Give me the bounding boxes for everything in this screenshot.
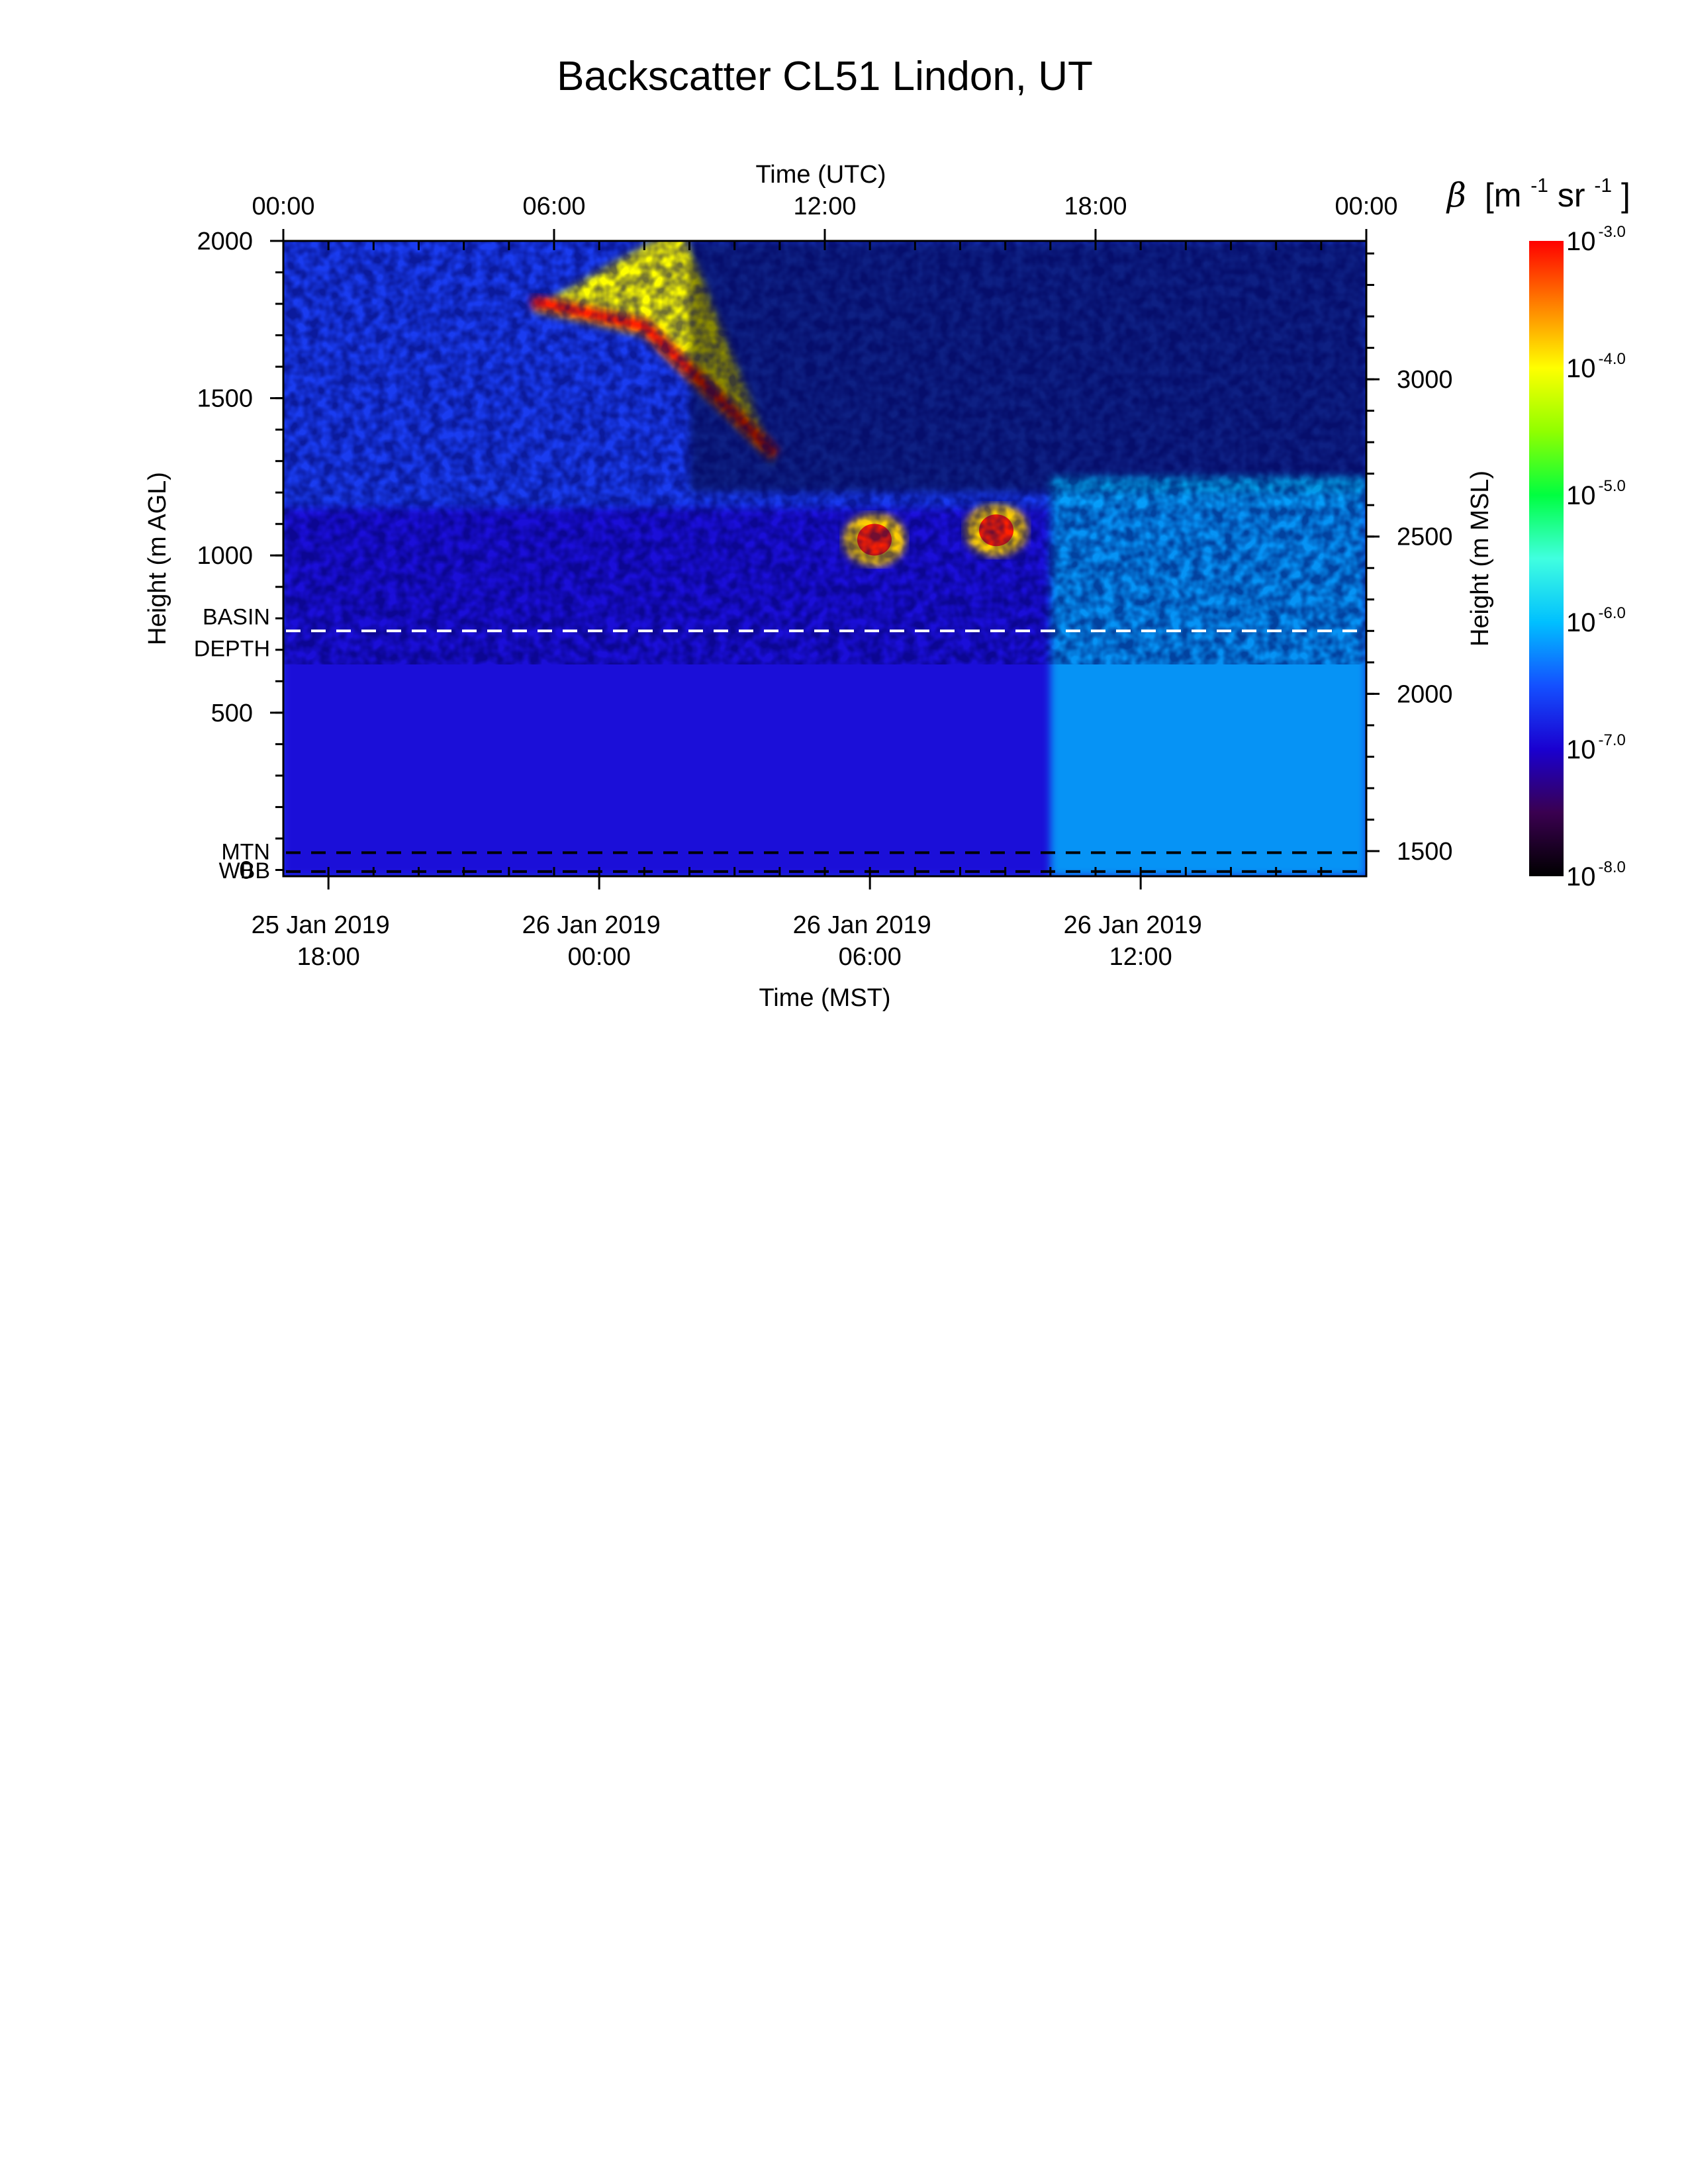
colorbar-tick-label-0: 10 -3.0 <box>1566 223 1626 256</box>
bottom-tick-time-3: 12:00 <box>1109 943 1172 971</box>
colorbar-tick-label-4: 10 -7.0 <box>1566 731 1626 764</box>
reference-label-0-line2: DEPTH <box>194 636 270 661</box>
colorbar-unit: [m <box>1485 177 1522 214</box>
colorbar-tick-exp-5: -8.0 <box>1599 858 1626 876</box>
colorbar-title: β [m -1 sr -1 ] <box>1446 162 1630 214</box>
colorbar-tick-base-0: 10 <box>1566 227 1596 256</box>
colorbar-tick-label-5: 10 -8.0 <box>1566 858 1626 891</box>
reference-label-0-line1: BASIN <box>203 604 270 629</box>
colorbar-unit-mid: sr <box>1558 177 1585 214</box>
bottom-tick-date-2: 26 Jan 2019 <box>793 911 931 939</box>
top-tick-label-1: 06:00 <box>522 193 585 220</box>
colorbar-unit-exp2: -1 <box>1594 175 1612 197</box>
colorbar-tick-base-1: 10 <box>1566 354 1596 383</box>
colorbar-scale <box>1529 241 1564 876</box>
bottom-axis-title: Time (MST) <box>759 984 890 1012</box>
colorbar-unit-close: ] <box>1621 177 1630 214</box>
reference-label-1: MTN <box>221 839 270 864</box>
colorbar-tick-label-1: 10 -4.0 <box>1566 350 1626 383</box>
bottom-tick-date-3: 26 Jan 2019 <box>1064 911 1202 939</box>
right-tick-label-3: 3000 <box>1397 366 1453 394</box>
bottom-tick-date-1: 26 Jan 2019 <box>522 911 661 939</box>
left-zero-label: 0 <box>239 856 253 884</box>
colorbar-tick-label-2: 10 -5.0 <box>1566 477 1626 510</box>
colorbar-tick-exp-1: -4.0 <box>1599 350 1626 368</box>
plot-area <box>283 241 1366 876</box>
colorbar-tick-exp-2: -5.0 <box>1599 477 1626 495</box>
bottom-tick-date-0: 25 Jan 2019 <box>252 911 390 939</box>
colorbar-tick-label-3: 10 -6.0 <box>1566 604 1626 637</box>
colorbar-tick-base-5: 10 <box>1566 862 1596 891</box>
reference-label-2: WBB <box>219 858 270 884</box>
colorbar-tick-base-2: 10 <box>1566 481 1596 510</box>
left-tick-label-2: 1500 <box>197 385 253 413</box>
right-axis-title: Height (m MSL) <box>1466 471 1494 647</box>
chart-title: Backscatter CL51 Lindon, UT <box>557 54 1093 99</box>
colorbar-symbol: β <box>1446 176 1466 214</box>
noise-texture <box>283 241 1366 664</box>
top-tick-label-0: 00:00 <box>252 193 314 220</box>
colorbar-tick-exp-4: -7.0 <box>1599 731 1626 749</box>
colorbar-tick-base-3: 10 <box>1566 608 1596 637</box>
bottom-tick-time-0: 18:00 <box>297 943 360 971</box>
left-tick-label-0: 500 <box>211 700 253 727</box>
right-tick-label-2: 2500 <box>1397 523 1453 551</box>
top-tick-label-4: 00:00 <box>1335 193 1397 220</box>
top-tick-label-3: 18:00 <box>1064 193 1127 220</box>
colorbar-tick-exp-3: -6.0 <box>1599 604 1626 622</box>
top-axis-title: Time (UTC) <box>756 161 886 189</box>
bottom-tick-time-1: 00:00 <box>568 943 631 971</box>
colorbar-tick-exp-0: -3.0 <box>1599 223 1626 241</box>
left-axis-title: Height (m AGL) <box>144 472 171 645</box>
bottom-tick-time-2: 06:00 <box>839 943 902 971</box>
left-tick-label-3: 2000 <box>197 228 253 255</box>
right-tick-label-0: 1500 <box>1397 838 1453 866</box>
right-tick-label-1: 2000 <box>1397 680 1453 708</box>
top-tick-label-2: 12:00 <box>793 193 856 220</box>
colorbar-unit-exp1: -1 <box>1530 175 1548 197</box>
left-tick-label-1: 1000 <box>197 542 253 570</box>
colorbar-tick-base-4: 10 <box>1566 735 1596 764</box>
